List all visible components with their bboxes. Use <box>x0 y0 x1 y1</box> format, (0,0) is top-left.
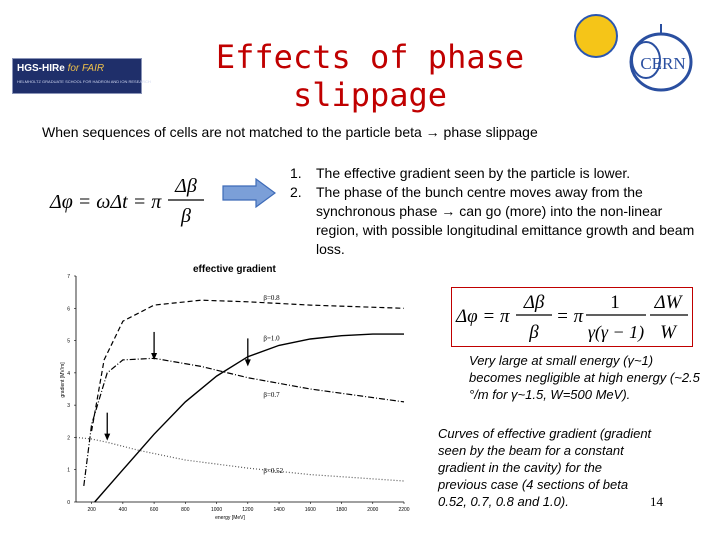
curves-note: Curves of effective gradient (gradient s… <box>438 426 652 509</box>
arrowhead-icon <box>244 359 251 367</box>
phase-slip-energy-equation: Δφ = π Δβ β = π 1 γ(γ − 1) ΔW W <box>451 287 693 347</box>
list-item-text: The phase of the bunch centre moves away… <box>316 184 695 257</box>
intro-text: When sequences of cells are not matched … <box>42 124 538 140</box>
cern-logo: CERN <box>629 24 693 92</box>
cern-logo-text: CERN <box>640 54 685 73</box>
list-item: 1. The effective gradient seen by the par… <box>288 164 708 183</box>
y-tick-label: 3 <box>67 403 70 409</box>
eq2-frac3-den: W <box>660 322 678 343</box>
series-line-1 <box>91 299 405 432</box>
eq2-frac2-den: γ(γ − 1) <box>588 322 644 343</box>
x-tick-label: 200 <box>87 507 96 513</box>
arrowhead-icon <box>151 352 158 360</box>
eq2-frac1-num: Δβ <box>523 292 545 313</box>
x-tick-label: 2200 <box>398 507 409 513</box>
y-tick-label: 5 <box>67 339 70 345</box>
page-number: 14 <box>650 494 663 509</box>
arrowhead-icon <box>104 433 111 441</box>
y-tick-label: 6 <box>67 306 70 312</box>
effective-gradient-chart: effective gradient 0 1 2 3 4 5 6 7 200 400 600 800 1… <box>60 264 410 521</box>
series-label: β=0.7 <box>263 391 280 399</box>
hgs-hire-logo-subtitle: HELMHOLTZ GRADUATE SCHOOL FOR HADRON AND… <box>17 79 151 84</box>
list-item-number: 2. <box>290 184 302 200</box>
x-tick-label: 1400 <box>273 507 284 513</box>
chart-title: effective gradient <box>193 264 276 275</box>
right-arrow-icon <box>222 178 276 208</box>
eq1-numerator: Δβ <box>174 175 197 197</box>
chart-ylabel: gradient [MV/m] <box>60 362 66 398</box>
chart-axes: 0 1 2 3 4 5 6 7 200 400 600 800 1000 1200 1400 1600 1800… <box>67 274 410 513</box>
list-item-text: The effective gradient seen by the parti… <box>316 165 631 181</box>
hgs-hire-logo: HGS-HIRe for FAIR HELMHOLTZ GRADUATE SCH… <box>12 58 151 94</box>
x-tick-label: 400 <box>119 507 128 513</box>
x-tick-label: 1200 <box>242 507 253 513</box>
chart-xlabel: energy [MeV] <box>215 515 245 521</box>
list-item-number: 1. <box>290 165 302 181</box>
chart-series-labels: β=0.8 β=1.0 β=0.7 β=0.52 <box>263 294 283 475</box>
sun-icon <box>574 14 618 58</box>
eq2-frac1-den: β <box>528 322 539 343</box>
x-tick-label: 1800 <box>336 507 347 513</box>
y-tick-label: 0 <box>67 500 70 506</box>
y-tick-label: 4 <box>67 371 70 377</box>
chart-markers <box>104 331 251 441</box>
effects-list: 1. The effective gradient seen by the par… <box>288 164 708 259</box>
x-tick-label: 1600 <box>305 507 316 513</box>
chart-curves <box>75 299 405 503</box>
eq1-denominator: β <box>180 205 191 227</box>
series-line-4 <box>75 436 405 482</box>
eq2-frac2-num: 1 <box>610 292 620 313</box>
eq2-equals: = π <box>556 306 584 327</box>
hgs-hire-logo-text: HGS-HIRe for FAIR <box>17 63 105 74</box>
eq2-frac3-num: ΔW <box>654 292 684 313</box>
energy-note: Very large at small energy (γ~1) becomes… <box>469 353 700 402</box>
x-tick-label: 2000 <box>367 507 378 513</box>
phase-slip-equation: Δφ = ωΔt = π Δβ β <box>49 175 204 227</box>
series-label: β=1.0 <box>263 335 280 343</box>
y-tick-label: 1 <box>67 468 70 474</box>
y-tick-label: 2 <box>67 435 70 441</box>
cern-logo-ring-small <box>631 41 661 79</box>
eq1-lhs: Δφ = ωΔt = π <box>49 191 162 213</box>
x-tick-label: 600 <box>150 507 159 513</box>
series-label: β=0.52 <box>263 467 283 475</box>
eq2-lhs: Δφ = π <box>455 306 510 327</box>
slide-title: Effects of phase slippage <box>215 38 525 114</box>
series-label: β=0.8 <box>263 294 280 302</box>
y-tick-label: 7 <box>67 274 70 280</box>
series-line-3 <box>83 357 405 486</box>
x-tick-label: 1000 <box>211 507 222 513</box>
x-tick-label: 800 <box>181 507 190 513</box>
list-item: 2. The phase of the bunch centre moves aw… <box>288 183 708 259</box>
